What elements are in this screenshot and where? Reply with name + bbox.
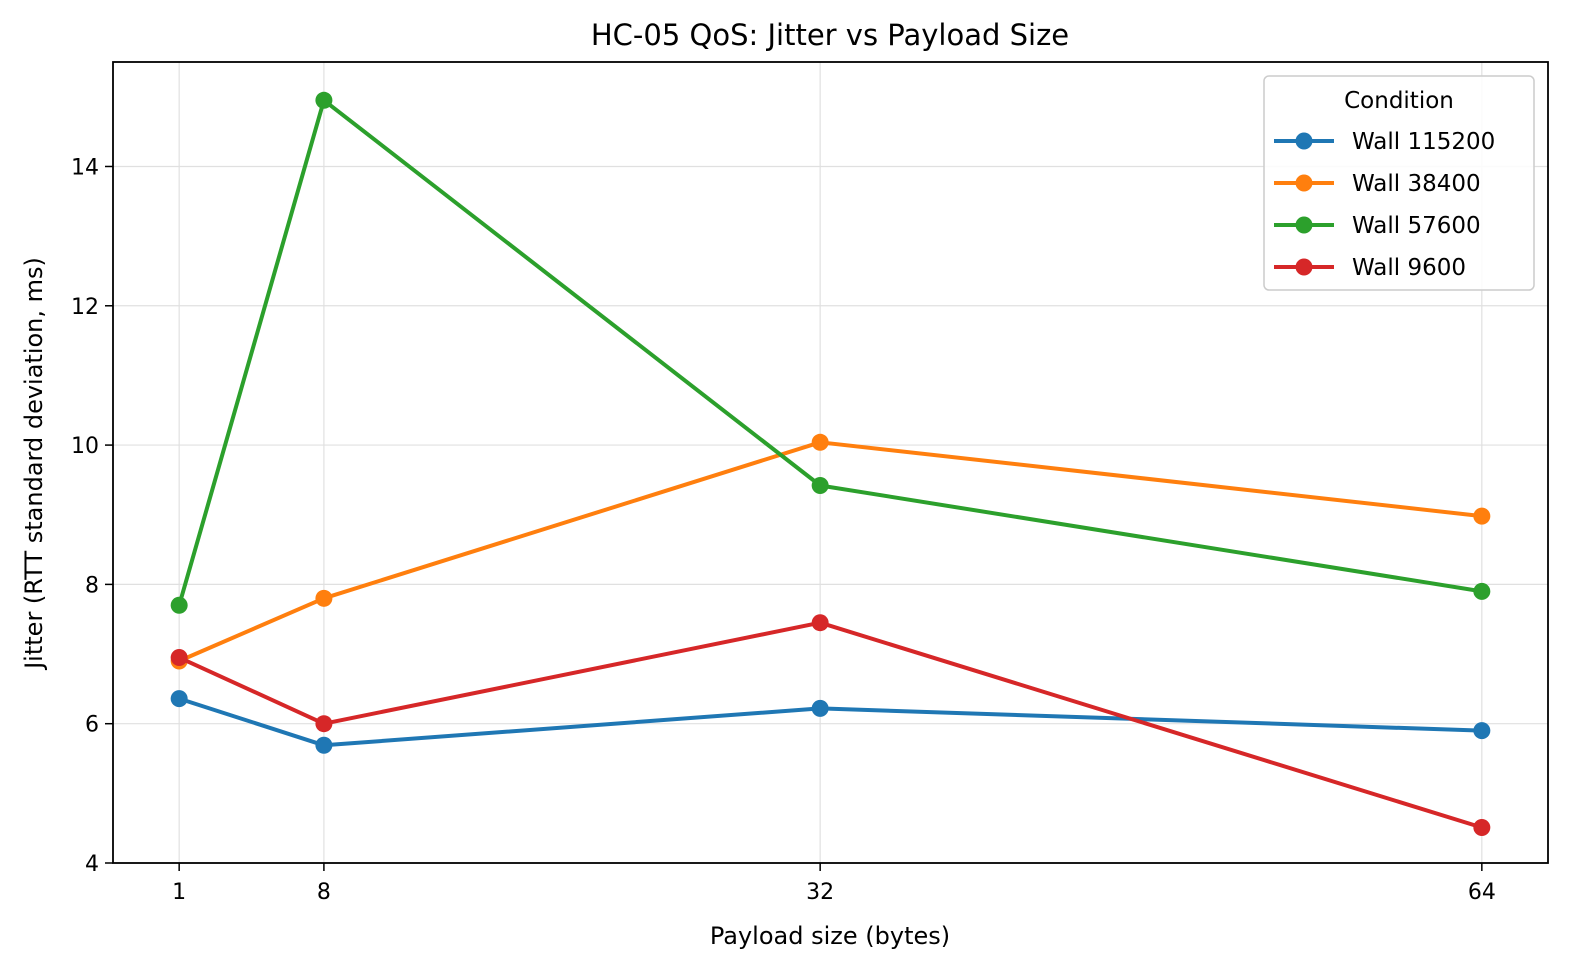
data-point xyxy=(170,649,188,667)
x-tick-label: 32 xyxy=(806,880,834,905)
legend-marker xyxy=(1295,216,1313,234)
data-point xyxy=(811,614,829,632)
data-point xyxy=(315,91,333,109)
chart-title: HC-05 QoS: Jitter vs Payload Size xyxy=(591,18,1069,52)
data-point xyxy=(170,596,188,614)
series-line xyxy=(177,620,1484,830)
y-tick-label: 6 xyxy=(85,713,99,738)
legend-box xyxy=(1263,75,1535,291)
data-point xyxy=(811,699,829,717)
legend-label: Wall 115200 xyxy=(1352,129,1495,155)
x-tick-label: 64 xyxy=(1468,880,1496,905)
data-point xyxy=(1473,507,1491,525)
legend: Condition Wall 115200 Wall 38400 Wall 5760… xyxy=(1263,75,1535,291)
series-2 xyxy=(170,433,1491,670)
legend-label: Wall 57600 xyxy=(1352,213,1481,239)
data-point xyxy=(811,433,829,451)
plot-frame xyxy=(112,61,1549,864)
y-tick-label: 12 xyxy=(71,295,99,320)
data-point xyxy=(315,715,333,733)
series-3 xyxy=(170,91,1491,614)
data-point xyxy=(811,476,829,494)
data-point xyxy=(315,736,333,754)
series-line xyxy=(177,98,1484,608)
series-1 xyxy=(170,690,1491,754)
series-line xyxy=(177,696,1484,748)
series-layer xyxy=(170,91,1491,836)
x-axis-ticks: 1 8 32 64 xyxy=(172,863,1496,905)
data-point xyxy=(1473,722,1491,740)
y-axis-label: Jitter (RTT standard deviation, ms) xyxy=(20,257,48,671)
legend-title: Condition xyxy=(1344,88,1454,114)
y-tick-label: 4 xyxy=(85,852,99,877)
legend-marker xyxy=(1295,258,1313,276)
data-point xyxy=(170,690,188,708)
legend-marker xyxy=(1295,132,1313,150)
legend-label: Wall 38400 xyxy=(1352,171,1481,197)
y-tick-label: 14 xyxy=(71,155,99,180)
legend-item: Wall 115200 xyxy=(1274,129,1495,155)
x-axis-label: Payload size (bytes) xyxy=(710,922,950,950)
legend-item: Wall 9600 xyxy=(1274,255,1466,281)
legend-marker xyxy=(1295,174,1313,192)
x-tick-label: 8 xyxy=(317,880,331,905)
y-axis-ticks: 4 6 8 10 12 14 xyxy=(71,155,113,877)
data-point xyxy=(315,589,333,607)
legend-item: Wall 38400 xyxy=(1274,171,1481,197)
data-point xyxy=(1473,582,1491,600)
y-tick-label: 10 xyxy=(71,434,99,459)
legend-label: Wall 9600 xyxy=(1352,255,1466,281)
data-point xyxy=(1473,818,1491,836)
series-4 xyxy=(170,614,1491,836)
x-tick-label: 1 xyxy=(172,880,186,905)
y-tick-label: 8 xyxy=(85,573,99,598)
series-line xyxy=(177,440,1484,664)
legend-item: Wall 57600 xyxy=(1274,213,1481,239)
